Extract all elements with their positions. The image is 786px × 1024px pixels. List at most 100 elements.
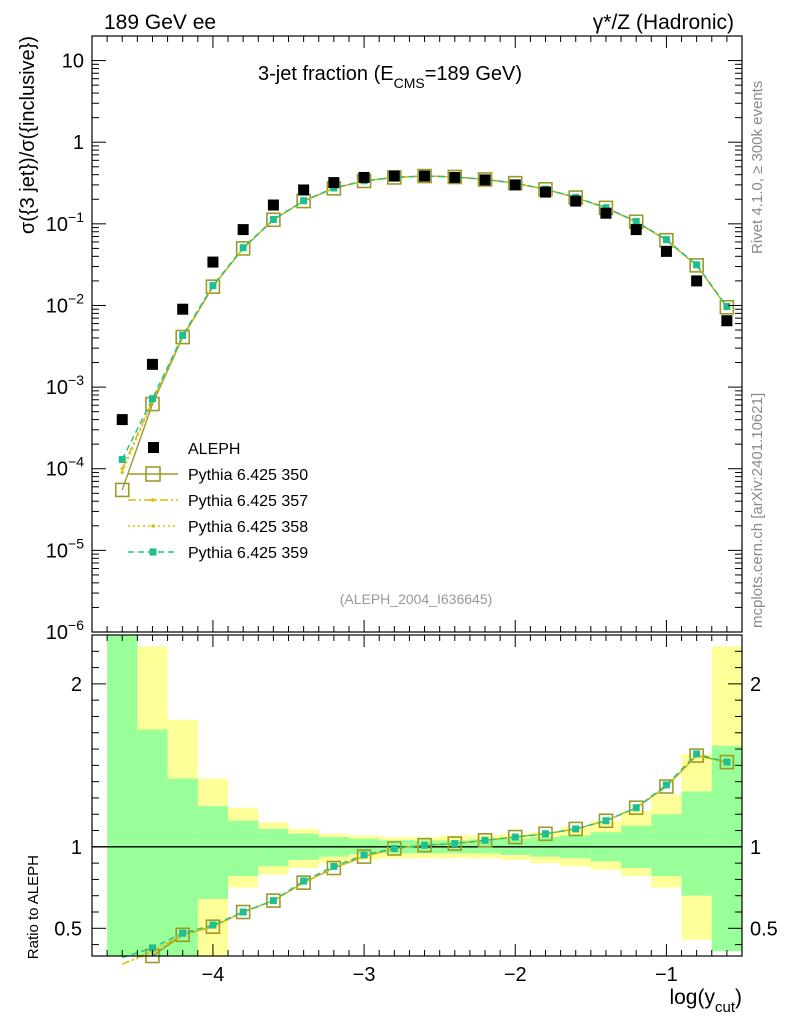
aleph-data-point bbox=[267, 199, 279, 211]
x-tick-label: −4 bbox=[202, 964, 225, 986]
x-axis-label-tail: ) bbox=[735, 986, 742, 1009]
series-4-ratio-marker bbox=[330, 862, 338, 870]
y-tick-label-exponent: −5 bbox=[68, 535, 84, 551]
aleph-data-point bbox=[419, 170, 431, 182]
legend-marker bbox=[151, 498, 155, 502]
series-1-ratio-marker bbox=[205, 919, 221, 934]
series-4-ratio-marker bbox=[300, 877, 308, 885]
y-tick-label-base: 10 bbox=[62, 51, 84, 73]
series-1-ratio-marker bbox=[628, 800, 644, 816]
y-tick-label: 10−3 bbox=[46, 372, 84, 399]
series-4-ratio-marker bbox=[451, 840, 459, 848]
series-4-ratio-marker bbox=[209, 921, 217, 929]
legend-label: Pythia 6.425 359 bbox=[188, 545, 308, 562]
series-4-ratio-marker bbox=[572, 825, 580, 833]
y-tick-label: 10 bbox=[62, 51, 84, 73]
aleph-data-point bbox=[509, 179, 521, 191]
series-4-marker bbox=[148, 395, 156, 403]
y-tick-label: 10−1 bbox=[46, 209, 84, 236]
series-4-ratio-marker bbox=[269, 897, 277, 905]
aleph-data-point bbox=[660, 245, 672, 257]
series-4-marker bbox=[602, 204, 610, 212]
ratio-y-axis-label: Ratio to ALEPH bbox=[25, 855, 42, 959]
series-1-marker bbox=[266, 212, 281, 228]
y-tick-label-base: 10 bbox=[46, 540, 68, 562]
series-4-marker bbox=[693, 261, 701, 269]
y-tick-label-exponent: −2 bbox=[68, 290, 84, 306]
y-tick-label-exponent: −1 bbox=[68, 209, 84, 225]
aleph-data-point bbox=[449, 171, 461, 183]
series-1-ratio-marker bbox=[356, 849, 372, 864]
series-1-marker bbox=[689, 258, 704, 273]
aleph-data-point bbox=[721, 315, 733, 327]
y-tick-label: 10−6 bbox=[46, 617, 84, 644]
series-1-ratio-marker bbox=[598, 813, 614, 829]
aleph-data-point bbox=[691, 275, 703, 287]
series-4-marker bbox=[632, 217, 640, 225]
y-tick-label-base: 10 bbox=[46, 459, 68, 481]
series-4-ratio-marker bbox=[148, 944, 156, 952]
ratio-tick-label-left: 1 bbox=[71, 837, 82, 859]
x-tick-label: −3 bbox=[353, 964, 376, 986]
series-4-marker bbox=[723, 303, 731, 311]
y-tick-label: 10−4 bbox=[46, 454, 84, 481]
series-4-ratio-marker bbox=[481, 836, 489, 844]
y-tick-label-exponent: −6 bbox=[68, 617, 84, 633]
series-1-ratio-marker bbox=[296, 875, 311, 890]
x-axis-label: log(ycut) bbox=[669, 986, 742, 1016]
aleph-data-point bbox=[207, 256, 219, 268]
legend-label: Pythia 6.425 357 bbox=[188, 493, 308, 510]
x-axis-label-main: log(y bbox=[669, 986, 715, 1009]
legend-label: Pythia 6.425 358 bbox=[188, 519, 308, 536]
ratio-tick-label-right: 2 bbox=[750, 674, 761, 696]
stat-uncertainty-band bbox=[107, 635, 138, 956]
aleph-data-point bbox=[298, 184, 310, 196]
series-1-ratio-marker bbox=[719, 754, 735, 770]
aleph-data-point bbox=[388, 170, 400, 182]
legend-aleph-label: ALEPH bbox=[188, 441, 240, 458]
series-1-ratio-marker bbox=[689, 748, 704, 763]
ratio-bands bbox=[107, 635, 742, 956]
series-4-ratio-marker bbox=[511, 833, 519, 841]
series-4-marker bbox=[179, 331, 187, 339]
series-4-ratio-marker bbox=[360, 851, 368, 859]
series-1-marker bbox=[719, 299, 735, 315]
aleph-data-point bbox=[600, 207, 612, 219]
aleph-data-point bbox=[177, 303, 189, 315]
series-4-ratio-marker bbox=[541, 830, 549, 838]
y-tick-label-base: 1 bbox=[73, 132, 84, 154]
analysis-id: (ALEPH_2004_I636645) bbox=[340, 591, 493, 607]
x-axis-label-sub: cut bbox=[715, 999, 736, 1016]
stat-uncertainty-band bbox=[137, 729, 168, 956]
series-4-ratio-marker bbox=[662, 781, 670, 789]
plot-title-sub: CMS bbox=[394, 75, 425, 91]
ratio-tick-label-left: 2 bbox=[71, 674, 82, 696]
stat-uncertainty-band bbox=[228, 820, 259, 877]
y-tick-label-base: 10 bbox=[46, 622, 68, 644]
aleph-data-point bbox=[539, 186, 551, 198]
series-4-marker bbox=[209, 282, 217, 290]
aleph-data-point bbox=[479, 174, 491, 186]
series-1-ratio-marker bbox=[235, 904, 251, 920]
series-1-ratio-marker bbox=[659, 779, 674, 794]
series-1-ratio-marker bbox=[266, 893, 281, 908]
aleph-data-point bbox=[358, 171, 370, 183]
series-4-ratio-marker bbox=[723, 758, 731, 766]
series-4-marker bbox=[300, 197, 308, 205]
aleph-data-point bbox=[570, 195, 582, 207]
rivet-label: Rivet 4.1.0, ≥ 300k events bbox=[749, 81, 766, 254]
y-tick-label: 10−2 bbox=[46, 290, 84, 317]
main-frame bbox=[91, 35, 743, 633]
legend-aleph-marker bbox=[148, 442, 159, 453]
series-4-ratio-marker bbox=[632, 804, 640, 812]
aleph-data-point bbox=[237, 224, 249, 236]
series-4-ratio-marker bbox=[602, 817, 610, 825]
legend-marker bbox=[149, 548, 157, 556]
series-1-marker bbox=[114, 482, 130, 498]
y-axis-label: σ({3 jet})/σ({inclusive}) bbox=[17, 36, 39, 234]
stat-uncertainty-band bbox=[651, 814, 682, 877]
stat-uncertainty-band bbox=[167, 778, 198, 956]
series-4-marker bbox=[662, 236, 670, 244]
